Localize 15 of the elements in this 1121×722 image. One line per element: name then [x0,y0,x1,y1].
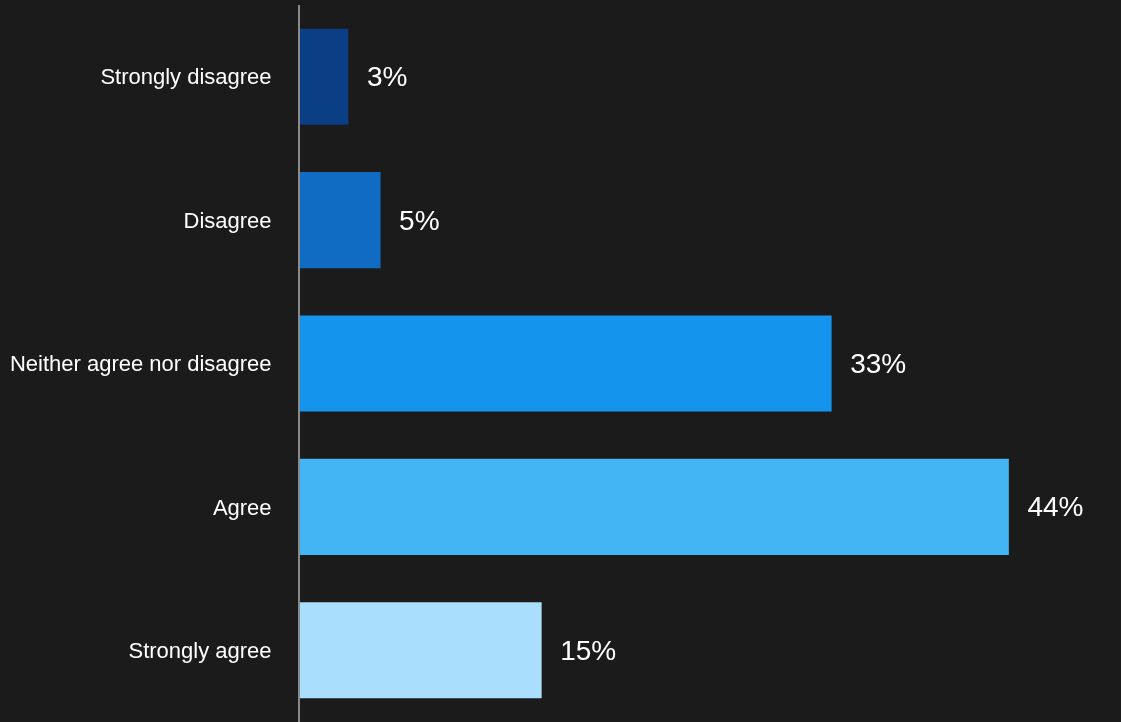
data-label: 33% [834,348,907,379]
data-label: 44% [1011,491,1084,523]
data-label: 3% [351,61,408,93]
y-tick-label: Neither agree nor disagree [9,351,272,377]
bar [300,172,381,269]
data-label: 15% [544,634,617,666]
bar [300,602,542,699]
y-tick-label: Strongly disagree [100,64,272,90]
y-tick-label: Strongly agree [128,638,272,663]
data-label: 5% [383,204,440,236]
bar [300,458,1009,555]
y-tick-label: Disagree [183,207,272,233]
bar [300,315,832,412]
y-tick-label: Agree [212,494,272,520]
bar [300,28,349,125]
